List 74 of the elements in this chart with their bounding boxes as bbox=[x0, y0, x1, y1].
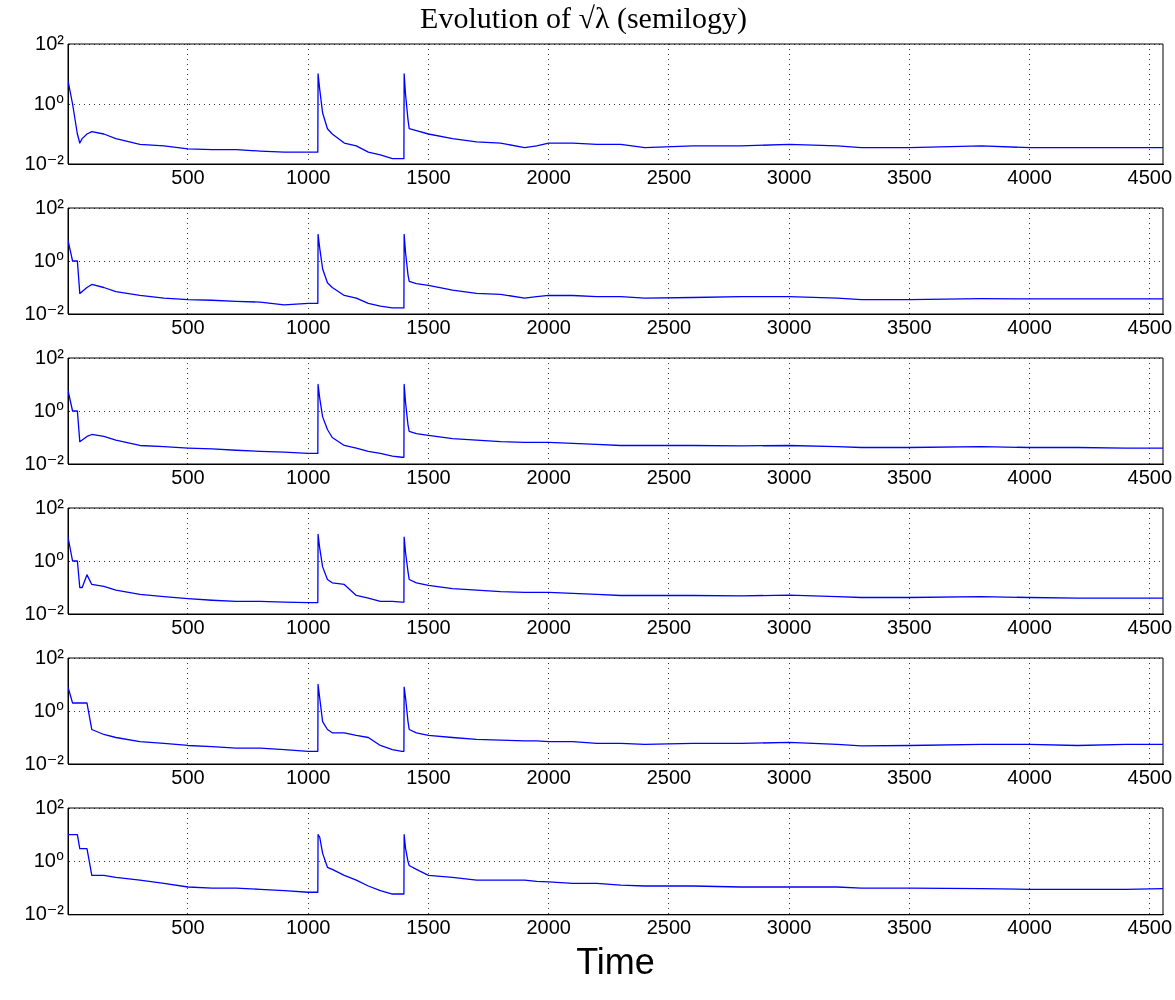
y-tick-label: 10² bbox=[35, 195, 65, 218]
x-tick-label: 4500 bbox=[1127, 165, 1173, 188]
x-tick-label: 1000 bbox=[285, 315, 331, 338]
x-tick-label: 500 bbox=[171, 615, 205, 638]
x-tick-label: 1500 bbox=[406, 465, 451, 488]
x-axis-title: Time bbox=[576, 941, 655, 983]
x-tick-label: 3000 bbox=[766, 315, 812, 338]
x-tick-label: 4000 bbox=[1007, 615, 1052, 638]
y-tick-label: 10⁻² bbox=[24, 601, 65, 624]
x-tick-label: 3500 bbox=[887, 615, 932, 638]
y-tick-label: 10⁻² bbox=[24, 451, 65, 474]
x-tick-label: 1500 bbox=[406, 916, 451, 939]
x-tick-label: 3500 bbox=[887, 465, 932, 488]
x-tick-label: 4500 bbox=[1127, 465, 1173, 488]
x-tick-label: 2500 bbox=[646, 765, 692, 788]
y-tick-label: 10² bbox=[35, 645, 65, 668]
x-tick-label: 4000 bbox=[1007, 465, 1052, 488]
x-tick-label: 2000 bbox=[526, 615, 571, 638]
x-tick-label: 3000 bbox=[766, 765, 812, 788]
x-tick-label: 4500 bbox=[1127, 765, 1173, 788]
y-tick-label: 10⁰ bbox=[33, 548, 64, 571]
x-tick-label: 1500 bbox=[406, 315, 451, 338]
y-tick-label: 10⁰ bbox=[33, 248, 64, 271]
x-tick-label: 3000 bbox=[766, 615, 812, 638]
x-tick-label: 2500 bbox=[646, 916, 692, 939]
x-tick-label: 1000 bbox=[285, 765, 331, 788]
x-tick-label: 1500 bbox=[406, 165, 451, 188]
x-tick-label: 2500 bbox=[646, 465, 692, 488]
x-tick-label: 4500 bbox=[1127, 615, 1173, 638]
y-tick-label: 10⁰ bbox=[33, 848, 64, 871]
x-tick-label: 2000 bbox=[526, 315, 571, 338]
x-tick-label: 500 bbox=[171, 465, 205, 488]
y-tick-label: 10⁰ bbox=[33, 91, 64, 114]
y-tick-label: 10⁻² bbox=[24, 301, 65, 324]
x-tick-label: 2000 bbox=[526, 465, 571, 488]
x-tick-label: 4500 bbox=[1127, 315, 1173, 338]
x-tick-label: 4500 bbox=[1127, 916, 1173, 939]
y-tick-label: 10² bbox=[35, 31, 65, 54]
x-tick-label: 500 bbox=[171, 315, 205, 338]
y-tick-label: 10⁰ bbox=[33, 698, 64, 721]
x-tick-label: 1000 bbox=[285, 916, 331, 939]
x-tick-label: 3000 bbox=[766, 916, 812, 939]
x-tick-label: 4000 bbox=[1007, 165, 1052, 188]
x-tick-label: 4000 bbox=[1007, 916, 1052, 939]
x-tick-label: 2500 bbox=[646, 615, 692, 638]
y-tick-label: 10² bbox=[35, 495, 65, 518]
y-tick-label: 10² bbox=[35, 795, 65, 818]
y-tick-label: 10⁰ bbox=[33, 398, 64, 421]
x-tick-label: 500 bbox=[171, 916, 205, 939]
x-tick-label: 4000 bbox=[1007, 765, 1052, 788]
y-tick-label: 10⁻² bbox=[24, 751, 65, 774]
x-tick-label: 2000 bbox=[526, 916, 571, 939]
chart-title: Evolution of √λ (semilogy) bbox=[420, 0, 747, 35]
x-tick-label: 2000 bbox=[526, 165, 571, 188]
x-tick-label: 1500 bbox=[406, 615, 451, 638]
x-tick-label: 2000 bbox=[526, 765, 571, 788]
x-tick-label: 500 bbox=[171, 165, 205, 188]
x-tick-label: 1000 bbox=[285, 165, 331, 188]
x-tick-label: 3500 bbox=[887, 765, 932, 788]
x-tick-label: 3000 bbox=[766, 165, 812, 188]
x-tick-label: 500 bbox=[171, 765, 205, 788]
x-tick-label: 1000 bbox=[285, 615, 331, 638]
x-tick-label: 3500 bbox=[887, 165, 932, 188]
x-tick-label: 3500 bbox=[887, 916, 932, 939]
x-tick-label: 1500 bbox=[406, 765, 451, 788]
y-tick-label: 10⁻² bbox=[24, 902, 65, 925]
x-tick-label: 4000 bbox=[1007, 315, 1052, 338]
x-tick-label: 1000 bbox=[285, 465, 331, 488]
x-tick-label: 3500 bbox=[887, 315, 932, 338]
x-tick-label: 2500 bbox=[646, 315, 692, 338]
x-tick-label: 2500 bbox=[646, 165, 692, 188]
y-tick-label: 10⁻² bbox=[24, 151, 65, 174]
x-tick-label: 3000 bbox=[766, 465, 812, 488]
y-tick-label: 10² bbox=[35, 345, 65, 368]
